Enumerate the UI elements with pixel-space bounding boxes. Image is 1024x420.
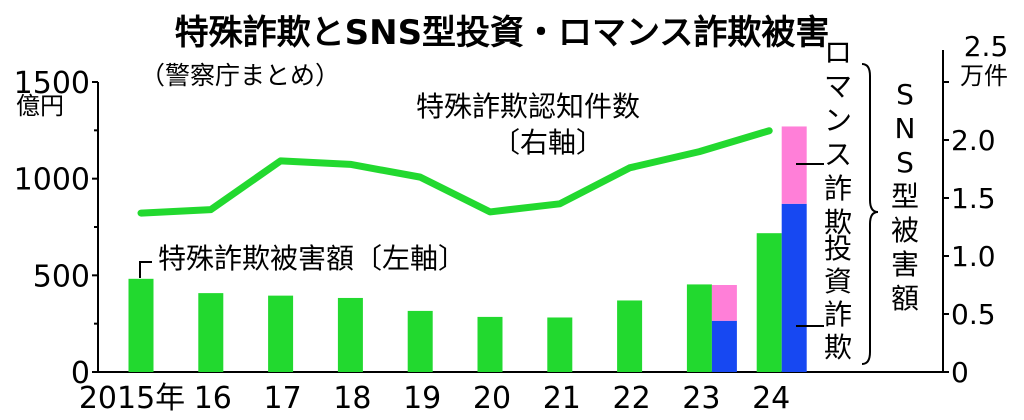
line-point [558, 202, 561, 205]
line-fraud-count [137, 127, 773, 217]
right-tick-label: 1.0 [951, 240, 996, 273]
line-series [137, 127, 773, 217]
line-point [768, 129, 771, 132]
line-point [349, 163, 352, 166]
sns-total-bracket [861, 63, 879, 365]
chart-title: 特殊詐欺とSNS型投資・ロマンス詐欺被害 [175, 13, 830, 53]
line-point [628, 166, 631, 169]
line-series-axis-note: 〔右軸〕 [492, 126, 604, 159]
bars [128, 126, 807, 372]
bar-label-leader [139, 261, 152, 278]
x-tick-label: 22 [613, 381, 651, 416]
bar-investment-scam [781, 203, 807, 372]
bar-fraud-damage [128, 278, 154, 372]
bar-series-label: 特殊詐欺被害額〔左軸〕 [158, 242, 466, 275]
right-axis-top-label: 2.5 [964, 30, 1009, 63]
x-tick-label: 23 [682, 381, 720, 416]
bar-fraud-damage [407, 310, 433, 372]
bar-fraud-damage [337, 297, 363, 372]
right-axis-ticks: 0 0.5 1.0 1.5 2.0 [943, 81, 996, 389]
right-tick-label: 0.5 [951, 298, 996, 331]
bar-romance-scam [711, 285, 737, 321]
x-tick-label: 19 [403, 381, 441, 416]
right-axis-unit: 万件 [960, 62, 1008, 90]
bar-fraud-damage [686, 284, 712, 372]
x-tick-label: 17 [264, 381, 302, 416]
left-tick-label: 1500 [14, 66, 90, 101]
x-tick-label: 20 [473, 381, 511, 416]
line-point [140, 212, 142, 215]
right-tick-label: 2.0 [951, 124, 996, 157]
line-series-label: 特殊詐欺認知件数 [416, 90, 640, 123]
right-tick-label: 0 [951, 356, 969, 389]
line-point [419, 176, 422, 179]
x-axis-labels: 2015年 16 17 18 19 20 21 22 23 24 [79, 381, 790, 416]
left-tick-label: 0 [71, 356, 90, 391]
left-axis-unit: 億円 [16, 92, 64, 120]
x-tick-label: 16 [194, 381, 232, 416]
x-tick-label: 2015年 [79, 381, 185, 416]
x-tick-label: 18 [333, 381, 371, 416]
left-axis-ticks: 0 500 1000 1500 [14, 66, 98, 391]
line-point [279, 159, 282, 162]
right-tick-label: 1.5 [951, 182, 996, 215]
romance-scam-label: ロマンス詐欺 [824, 36, 852, 239]
chart-subtitle: （警察庁まとめ） [140, 61, 340, 90]
left-tick-label: 500 [33, 259, 90, 294]
bar-fraud-damage [477, 316, 503, 372]
left-tick-label: 1000 [14, 163, 90, 198]
x-tick-label: 21 [543, 381, 581, 416]
bar-fraud-damage [268, 295, 294, 372]
line-point [698, 150, 701, 153]
bar-fraud-damage [547, 317, 573, 372]
bar-fraud-damage [198, 293, 224, 372]
investment-scam-label: 投資詐欺 [824, 232, 852, 364]
line-point [209, 208, 212, 211]
bar-romance-scam [781, 126, 807, 204]
x-tick-label: 24 [752, 381, 790, 416]
bar-fraud-damage [617, 300, 643, 372]
bar-fraud-damage [756, 233, 782, 372]
line-point [489, 210, 491, 213]
bar-investment-scam [711, 320, 737, 372]
sns-total-label: S N S 型被害額 [891, 78, 919, 315]
